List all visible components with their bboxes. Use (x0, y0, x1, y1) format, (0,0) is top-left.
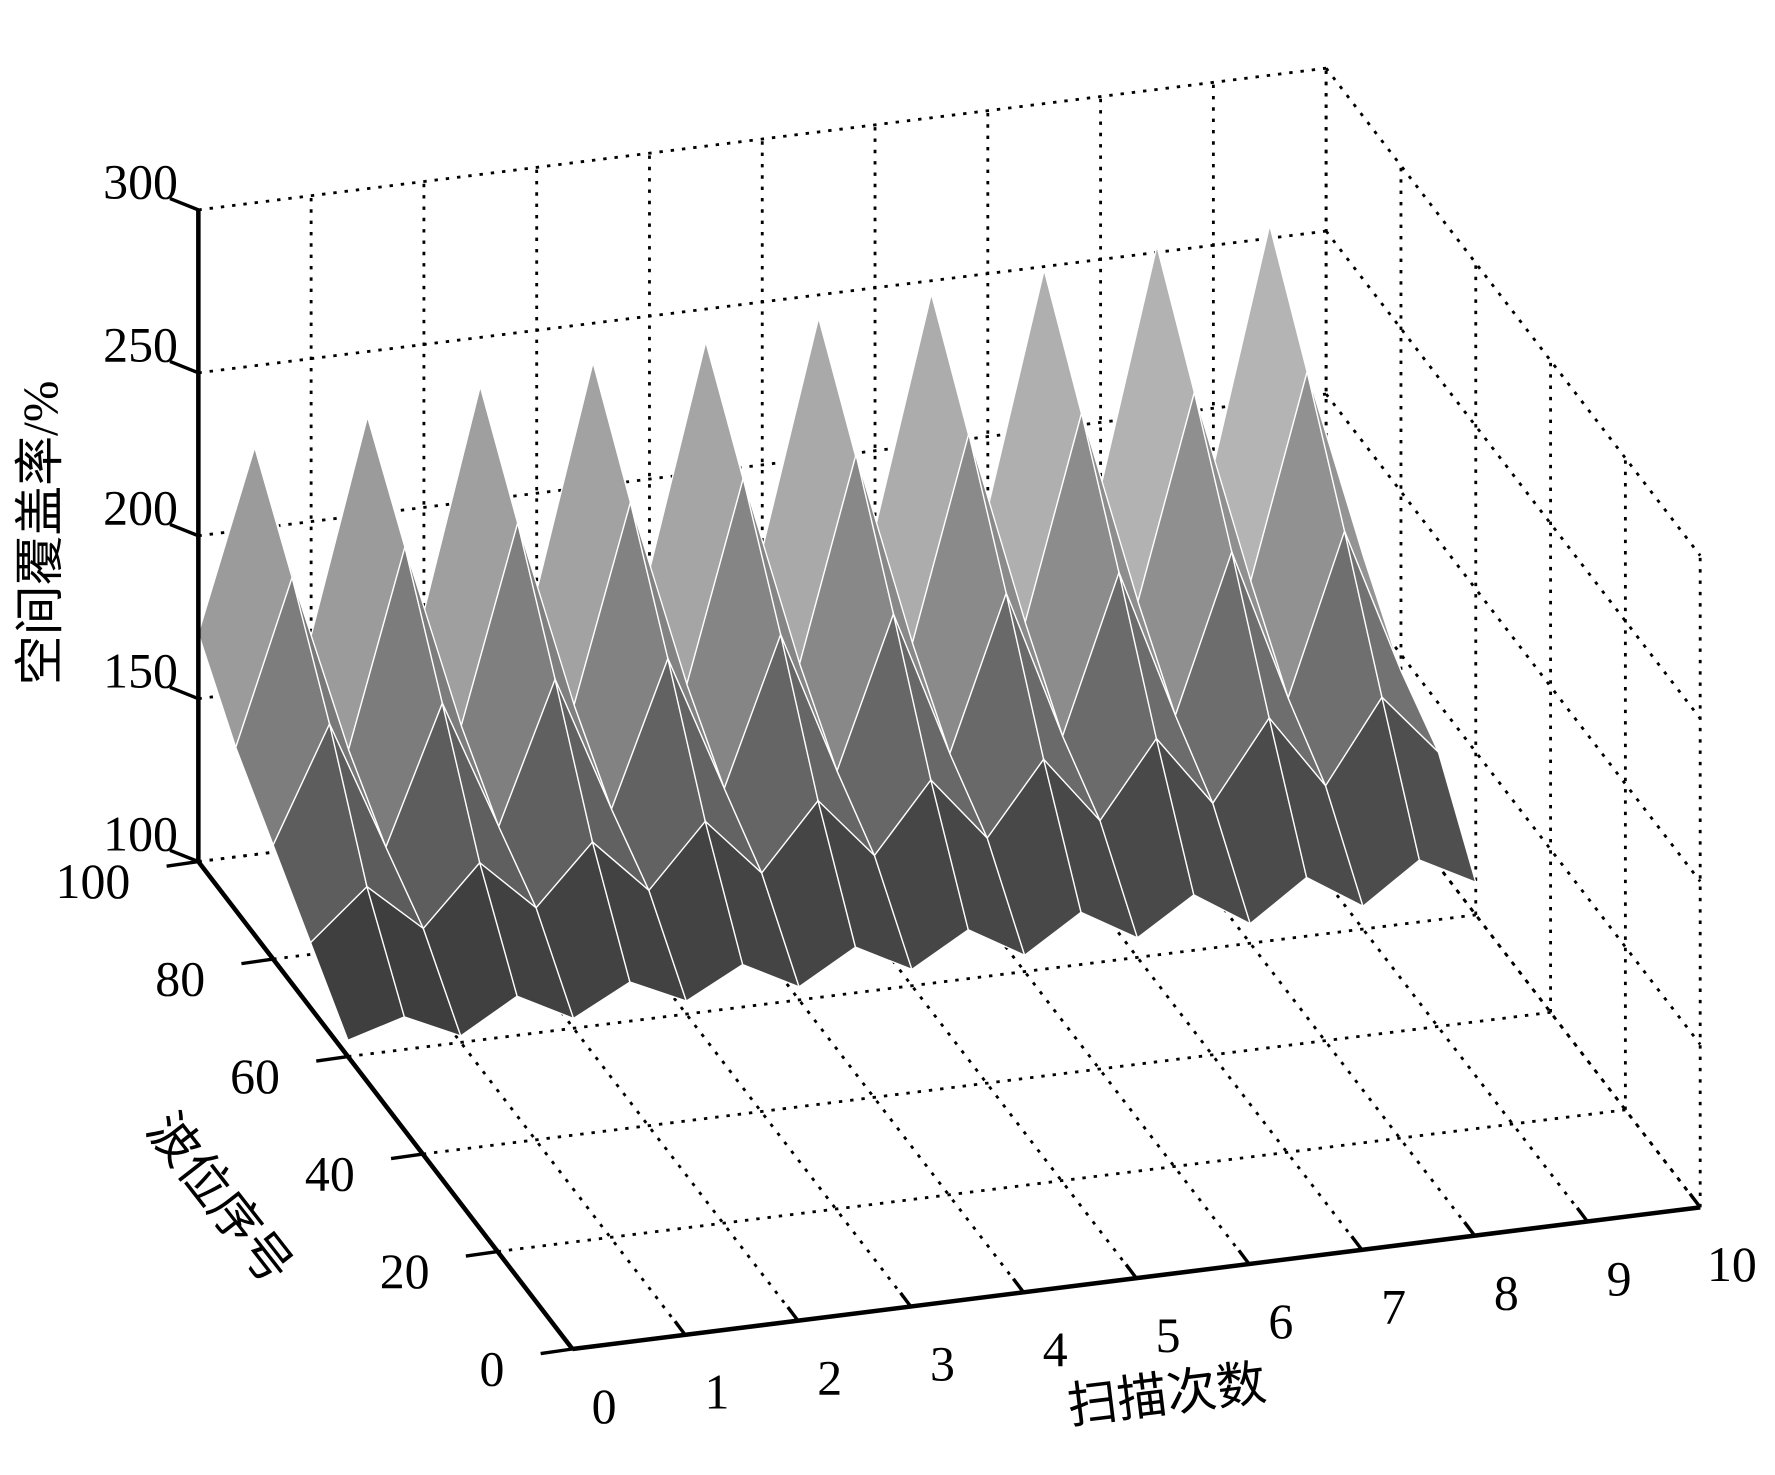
z-tick-label: 200 (103, 481, 178, 536)
x-tick-label: 1 (704, 1365, 729, 1420)
y-tick (241, 957, 274, 966)
grid-line (198, 229, 1327, 375)
grid-line (1325, 230, 1702, 720)
y-tick (315, 1054, 349, 1063)
grid-line (497, 1108, 1626, 1253)
x-tick (786, 1306, 800, 1322)
y-tick-label: 20 (380, 1244, 430, 1299)
z-tick-label: 150 (103, 643, 178, 698)
y-tick (390, 1152, 424, 1161)
x-tick (1237, 1249, 1251, 1266)
y-axis-label: 波位序号 (136, 1103, 302, 1294)
y-tick (540, 1347, 573, 1356)
y-tick (465, 1249, 498, 1258)
x-tick-label: 2 (817, 1350, 842, 1405)
x-tick (1463, 1221, 1476, 1237)
z-tick-label: 250 (103, 318, 178, 373)
x-tick-label: 3 (930, 1336, 955, 1391)
z-axis-label: 空间覆盖率/% (13, 381, 68, 686)
grid-line (198, 66, 1327, 212)
y-tick (166, 859, 199, 868)
x-tick (1688, 1192, 1702, 1209)
grid-line (422, 1010, 1551, 1156)
z-tick (169, 522, 199, 538)
x-tick-label: 8 (1494, 1265, 1519, 1320)
x-tick (560, 1334, 574, 1351)
y-tick-label: 0 (479, 1341, 504, 1396)
x-tick-label: 5 (1156, 1308, 1181, 1363)
x-tick (1124, 1263, 1138, 1280)
x-tick-label: 6 (1268, 1294, 1293, 1349)
x-tick-label: 9 (1607, 1251, 1632, 1306)
z-tick-label: 100 (103, 806, 178, 861)
x-tick-label: 10 (1707, 1237, 1757, 1292)
z-tick (169, 685, 199, 701)
y-tick-label: 100 (56, 854, 131, 909)
x-tick (673, 1320, 687, 1336)
grid-line (347, 913, 1476, 1058)
x-tick-label: 4 (1043, 1322, 1068, 1377)
x-tick-label: 7 (1381, 1280, 1406, 1335)
y-tick-label: 60 (230, 1049, 280, 1104)
x-axis-label: 扫描次数 (1065, 1356, 1270, 1435)
x-tick (899, 1291, 913, 1308)
x-tick (1350, 1235, 1364, 1251)
x-tick (1575, 1206, 1589, 1223)
y-tick-label: 40 (305, 1146, 355, 1201)
grid-line (198, 392, 1327, 538)
z-tick (169, 359, 199, 375)
z-tick (169, 196, 199, 212)
grid-line (1325, 393, 1702, 883)
grid-line (1325, 67, 1702, 557)
z-tick-label: 300 (103, 155, 178, 210)
y-axis (196, 860, 575, 1351)
x-tick (1011, 1277, 1025, 1294)
z-tick (169, 848, 199, 864)
surface-patch (1380, 695, 1477, 884)
x-tick-label: 0 (592, 1379, 617, 1434)
y-tick-label: 80 (155, 951, 205, 1006)
